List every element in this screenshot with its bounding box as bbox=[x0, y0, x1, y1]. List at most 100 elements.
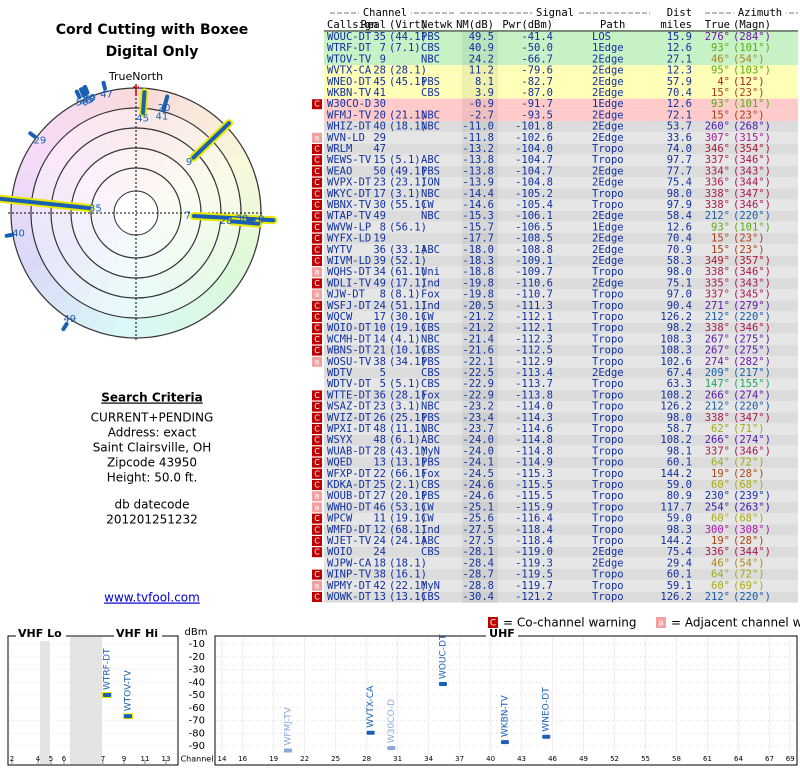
table-cell: Tropo bbox=[592, 479, 624, 491]
table-cell: 24.2 bbox=[469, 53, 494, 65]
table-cell: 117.7 bbox=[660, 501, 692, 513]
signal-bar bbox=[284, 748, 292, 752]
table-cell: WPMY-DT bbox=[327, 580, 372, 592]
search-line: Zipcode 43950 bbox=[107, 456, 197, 470]
table-cell: 338° bbox=[705, 199, 730, 211]
table-cell: 75.4 bbox=[667, 177, 692, 189]
site-link[interactable]: www.tvfool.com bbox=[104, 591, 200, 605]
station-channel: 28 bbox=[220, 216, 233, 227]
datecode-label: db datecode bbox=[114, 498, 189, 512]
table-cell: WJW-DT bbox=[327, 289, 366, 301]
warning-icon: C bbox=[314, 156, 320, 165]
signal-callsign: WOUC-DT bbox=[438, 634, 448, 679]
column-header: NM(dB) bbox=[456, 19, 494, 31]
search-heading: Search Criteria bbox=[101, 391, 202, 405]
table-cell: PBS bbox=[421, 76, 440, 88]
station-channel: 9 bbox=[186, 157, 192, 168]
table-cell: 8.1 bbox=[475, 76, 494, 88]
table-cell: (346°) bbox=[733, 154, 771, 166]
table-cell: 70.9 bbox=[667, 244, 692, 256]
table-cell: 36 bbox=[373, 244, 386, 256]
table-cell: Tropo bbox=[592, 490, 624, 502]
warning-icon: C bbox=[314, 481, 320, 490]
table-cell: WSFJ-DT bbox=[327, 300, 372, 312]
table-cell: (101°) bbox=[733, 42, 771, 54]
table-cell: Tropo bbox=[592, 423, 624, 435]
table-cell: 60° bbox=[711, 513, 730, 525]
table-cell: -113.4 bbox=[515, 367, 553, 379]
table-cell: 17 bbox=[373, 188, 386, 200]
table-cell: (28°) bbox=[733, 535, 765, 547]
table-cell: Tropo bbox=[592, 266, 624, 278]
table-cell: ABC bbox=[421, 244, 440, 256]
table-cell: 67.4 bbox=[667, 367, 692, 379]
table-cell: WNEO-DT bbox=[327, 76, 372, 88]
table-cell: -112.1 bbox=[515, 322, 553, 334]
table-cell: 2Edge bbox=[592, 165, 624, 177]
table-cell: WBNS-DT bbox=[327, 345, 372, 357]
table-cell: WRLM bbox=[327, 143, 352, 155]
table-cell: -22.1 bbox=[462, 356, 494, 368]
table-cell: (69°) bbox=[733, 580, 765, 592]
table-cell: ION bbox=[421, 177, 440, 189]
table-cell: WBNX-TV bbox=[327, 199, 372, 211]
table-cell: (101°) bbox=[733, 221, 771, 233]
table-cell: 30 bbox=[373, 98, 386, 110]
table-cell: PBS bbox=[421, 412, 440, 424]
table-cell: Tropo bbox=[592, 457, 624, 469]
table-cell: 72.1 bbox=[667, 109, 692, 121]
table-cell: -110.7 bbox=[515, 289, 553, 301]
table-cell: WOWK-DT bbox=[327, 591, 372, 603]
table-cell: 12.6 bbox=[667, 221, 692, 233]
table-cell: -106.5 bbox=[515, 221, 553, 233]
table-cell: (23°) bbox=[733, 244, 765, 256]
table-cell: 74.0 bbox=[667, 143, 692, 155]
table-cell: 266° bbox=[705, 389, 730, 401]
table-cell: -0.9 bbox=[469, 98, 494, 110]
table-cell: -24.6 bbox=[462, 479, 494, 491]
table-cell: 212° bbox=[705, 311, 730, 323]
table-cell: -66.7 bbox=[521, 53, 553, 65]
table-cell: 41 bbox=[373, 87, 386, 99]
table-cell: 12.3 bbox=[667, 65, 692, 77]
group-header: Channel bbox=[363, 7, 407, 19]
table-cell: WFMJ-TV bbox=[327, 109, 372, 121]
table-cell: (220°) bbox=[733, 401, 771, 413]
table-cell: 36 bbox=[373, 389, 386, 401]
table-cell: -27.5 bbox=[462, 535, 494, 547]
table-cell: -93.5 bbox=[521, 109, 553, 121]
table-cell: (275°) bbox=[733, 333, 771, 345]
warning-icon: C bbox=[314, 402, 320, 411]
table-cell: -104.7 bbox=[515, 165, 553, 177]
table-cell: WDTV bbox=[327, 367, 353, 379]
co-legend: = Co-channel warning bbox=[503, 616, 637, 630]
search-line: Saint Clairsville, OH bbox=[93, 441, 212, 455]
signal-bar bbox=[501, 740, 509, 744]
table-cell: 147° bbox=[705, 378, 730, 390]
table-cell: -19.8 bbox=[462, 289, 494, 301]
signal-bar bbox=[387, 746, 395, 750]
table-cell: 266° bbox=[705, 434, 730, 446]
table-cell: WQCW bbox=[327, 311, 353, 323]
warning-icon: C bbox=[314, 313, 320, 322]
table-cell: 70.4 bbox=[667, 87, 692, 99]
signal-bar bbox=[124, 714, 132, 718]
table-cell: WUAB-DT bbox=[327, 445, 372, 457]
table-cell: (343°) bbox=[733, 165, 771, 177]
x-tick-label: 61 bbox=[703, 755, 712, 763]
table-cell: 2Edge bbox=[592, 53, 624, 65]
y-tick-label: -20 bbox=[189, 652, 205, 663]
table-cell: (282°) bbox=[733, 356, 771, 368]
table-cell: 48 bbox=[373, 434, 386, 446]
table-cell: 58.3 bbox=[667, 255, 692, 267]
table-cell: -115.5 bbox=[515, 490, 553, 502]
table-cell: Tropo bbox=[592, 401, 624, 413]
table-cell: WQHS-DT bbox=[327, 266, 372, 278]
table-cell: 38 bbox=[373, 356, 386, 368]
signal-callsign: WFMJ-TV bbox=[283, 706, 293, 745]
signal-bar bbox=[367, 731, 375, 735]
x-tick-label: 6 bbox=[62, 755, 67, 763]
table-cell: WTOV-TV bbox=[327, 53, 372, 65]
x-tick-label: 13 bbox=[162, 755, 171, 763]
